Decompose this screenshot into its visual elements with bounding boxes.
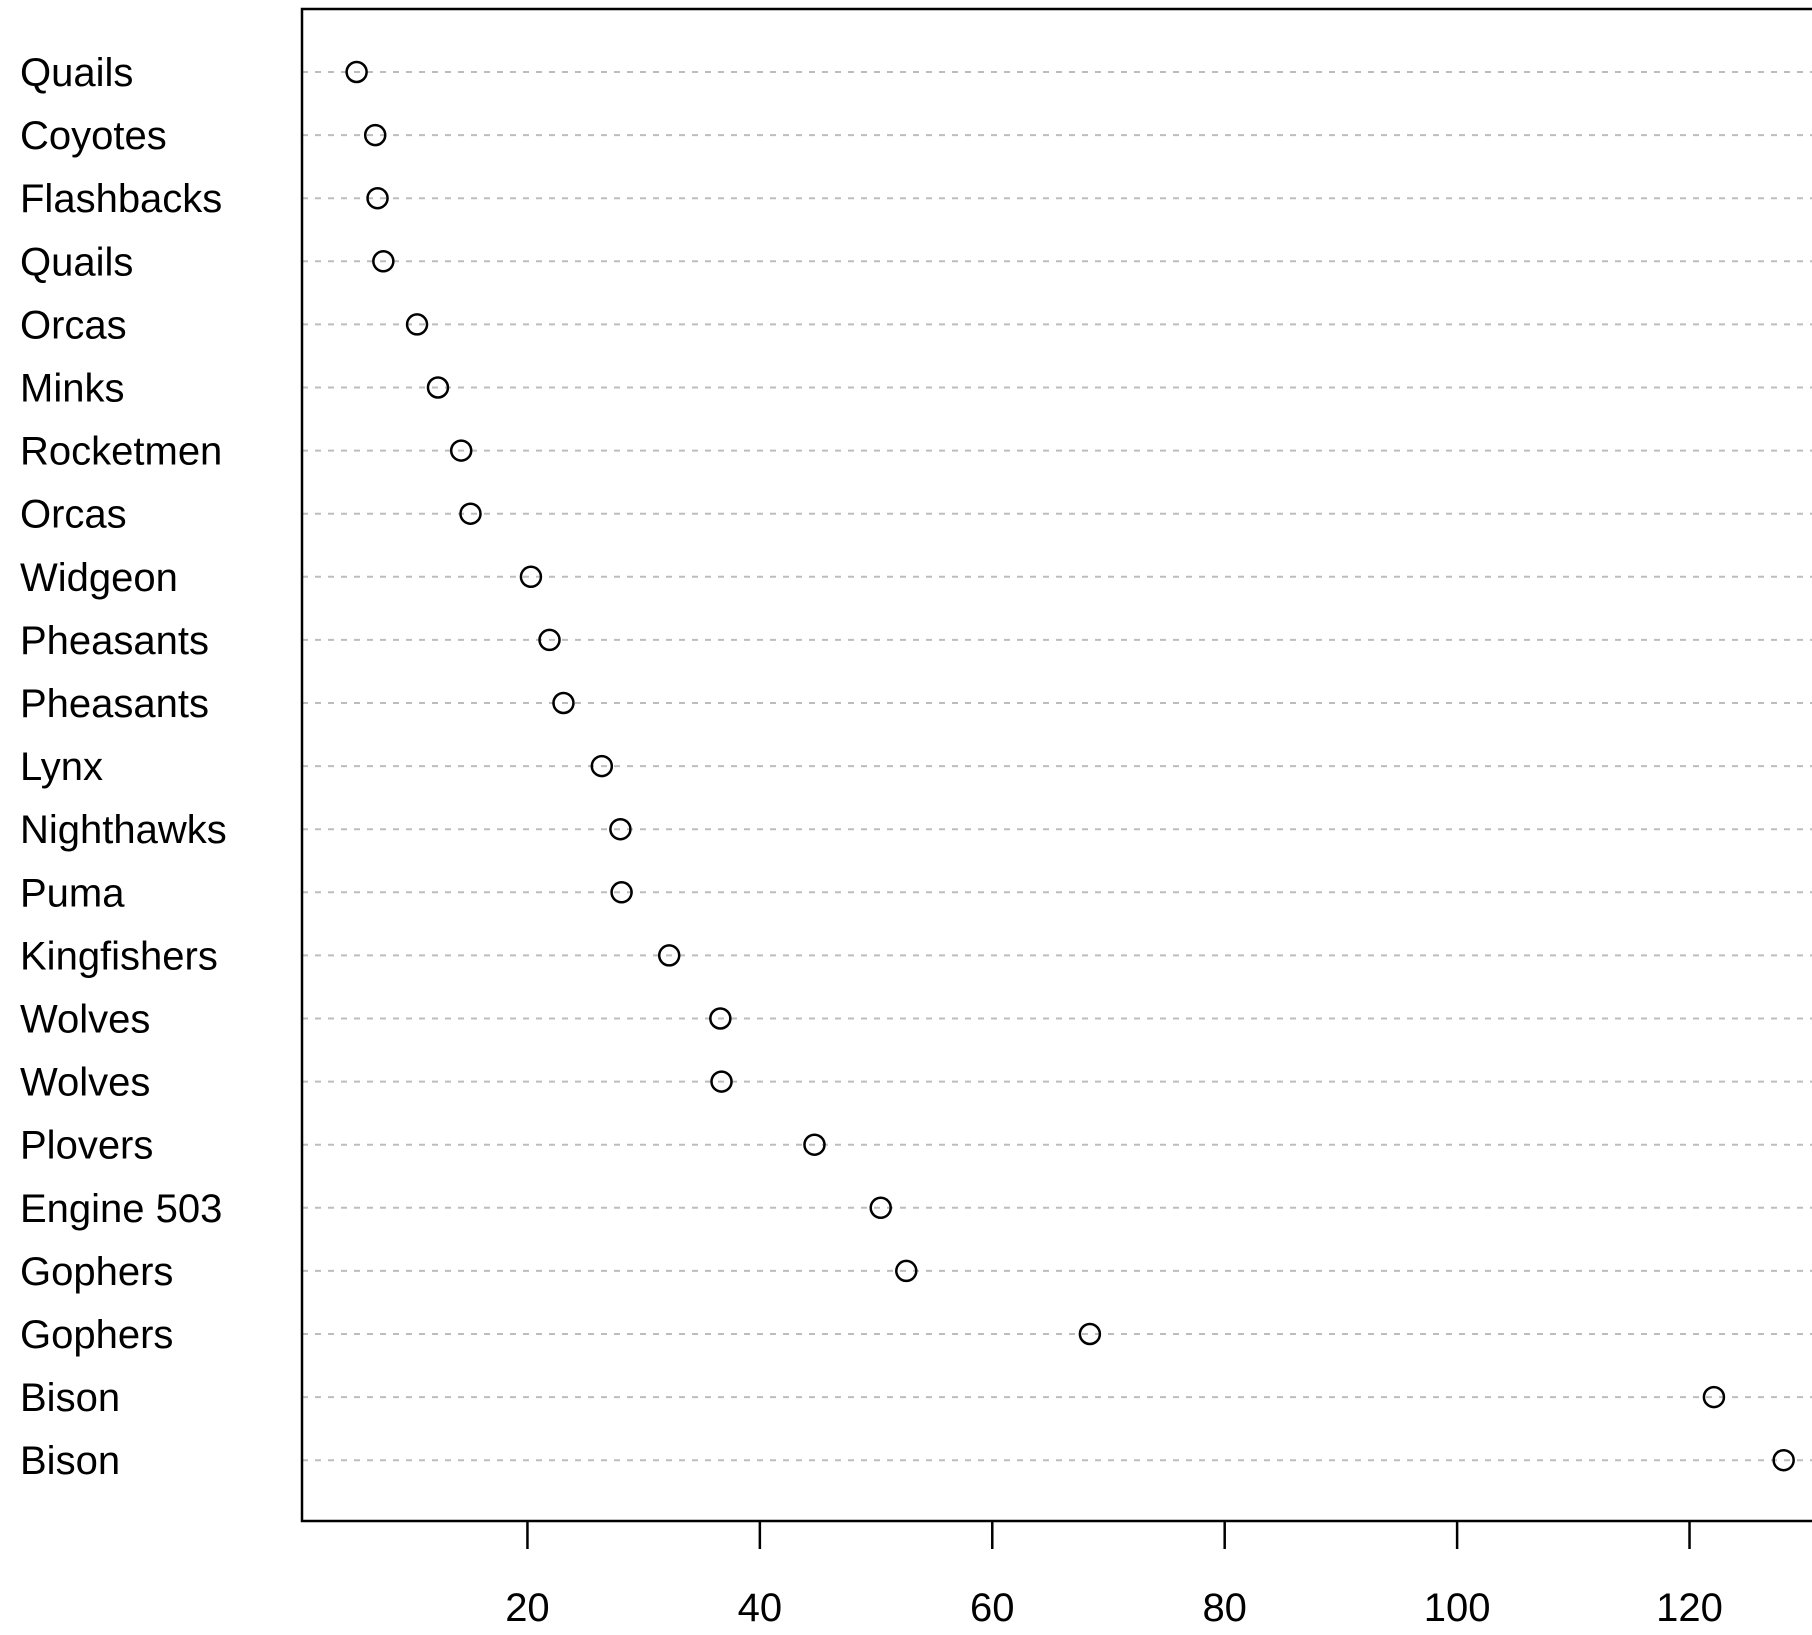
category-label: Wolves bbox=[20, 1061, 150, 1105]
category-label: Bison bbox=[20, 1376, 120, 1420]
data-point bbox=[803, 1133, 826, 1156]
data-point bbox=[610, 881, 633, 904]
category-label: Kingfishers bbox=[20, 934, 218, 978]
category-labels: Quails Coyotes Flashbacks Quails Orcas Minks R… bbox=[20, 51, 227, 1483]
data-point bbox=[345, 60, 368, 84]
category-label: Pheasants bbox=[20, 619, 209, 663]
x-tick-label: 120 bbox=[1656, 1586, 1723, 1630]
data-point bbox=[609, 817, 632, 841]
x-tick-label: 80 bbox=[1202, 1586, 1247, 1630]
row-guides bbox=[302, 71, 1812, 1462]
x-tick-label: 60 bbox=[970, 1586, 1015, 1630]
category-label: Bison bbox=[20, 1439, 120, 1483]
data-point bbox=[1772, 1448, 1795, 1472]
data-point bbox=[426, 376, 450, 399]
data-point bbox=[657, 944, 681, 967]
category-label: Lynx bbox=[20, 745, 103, 789]
data-point bbox=[459, 502, 482, 525]
category-label: Puma bbox=[20, 871, 125, 915]
data-point bbox=[405, 313, 429, 336]
category-label: Gophers bbox=[20, 1250, 173, 1294]
data-point bbox=[895, 1259, 918, 1283]
category-label: Quails bbox=[20, 51, 133, 95]
category-label: Engine 503 bbox=[20, 1187, 222, 1231]
data-point bbox=[449, 439, 473, 462]
category-label: Quails bbox=[20, 240, 133, 284]
category-label: Orcas bbox=[20, 493, 127, 537]
x-tick-label: 40 bbox=[738, 1586, 783, 1630]
data-point bbox=[372, 250, 395, 273]
category-label: Minks bbox=[20, 367, 124, 411]
x-tick-label: 100 bbox=[1424, 1586, 1491, 1630]
data-point bbox=[366, 186, 389, 210]
category-label: Widgeon bbox=[20, 556, 178, 600]
category-label: Flashbacks bbox=[20, 177, 222, 221]
data-point bbox=[538, 628, 561, 652]
data-point bbox=[1078, 1322, 1102, 1346]
category-label: Wolves bbox=[20, 998, 150, 1042]
data-points bbox=[345, 60, 1795, 1472]
data-point bbox=[590, 754, 614, 778]
data-point bbox=[552, 691, 575, 715]
plot-frame bbox=[300, 7, 1812, 1523]
x-tick-label: 20 bbox=[505, 1586, 550, 1630]
x-axis: 20 40 60 80 100 120 bbox=[505, 1521, 1723, 1630]
category-label: Nighthawks bbox=[20, 808, 227, 852]
data-point bbox=[710, 1070, 733, 1093]
category-label: Orcas bbox=[20, 303, 127, 347]
category-label: Coyotes bbox=[20, 114, 167, 158]
data-point bbox=[709, 1007, 732, 1030]
data-point bbox=[1702, 1385, 1726, 1409]
category-label: Pheasants bbox=[20, 682, 209, 726]
data-point bbox=[869, 1196, 892, 1220]
category-label: Plovers bbox=[20, 1124, 153, 1168]
category-label: Rocketmen bbox=[20, 430, 222, 474]
data-point bbox=[363, 123, 387, 147]
category-label: Gophers bbox=[20, 1313, 173, 1357]
data-point bbox=[519, 565, 543, 589]
